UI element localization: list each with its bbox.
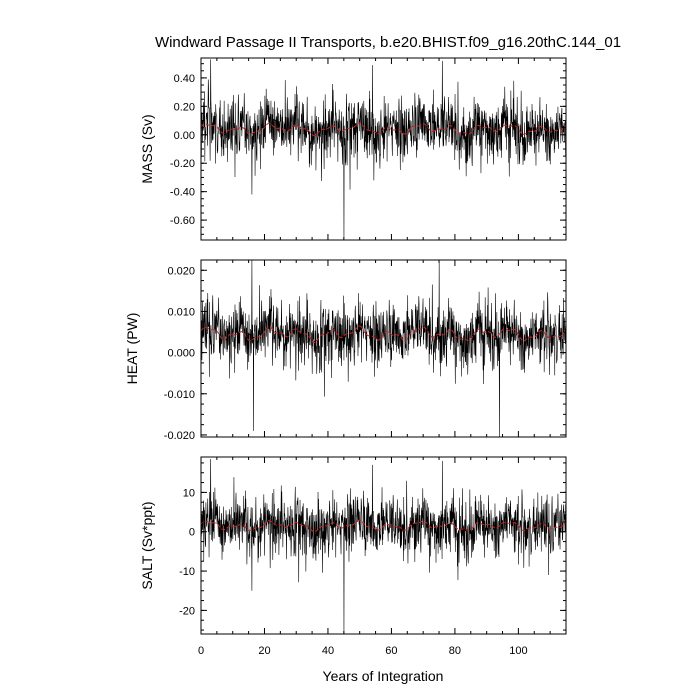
y-tick-label: -0.20 <box>170 158 195 170</box>
x-tick-label: 80 <box>449 645 461 657</box>
panels-group: 0.40 0.20 0.00 -0.20 -0.40 -0.60 MASS (Sv) 0.02… <box>124 57 567 657</box>
panel-2: 0.020 0.010 0.000 -0.010 -0.020 HEAT (PW) <box>124 259 567 442</box>
y-tick-label: 10 <box>183 487 195 499</box>
smoothed-series-line <box>201 325 566 344</box>
panel-3: 10 0 -10 -20 SALT (Sv*ppt) <box>139 456 567 635</box>
chart-title: Windward Passage II Transports, b.e20.BH… <box>155 34 621 51</box>
x-tick-label: 60 <box>385 645 397 657</box>
mass-heat-salt-series-line <box>201 458 566 634</box>
y-tick-label: 0.20 <box>174 101 195 113</box>
y-tick-label: -0.60 <box>170 215 195 227</box>
y-axis-title: SALT (Sv*ppt) <box>139 501 155 589</box>
x-tick-label: 20 <box>258 645 270 657</box>
y-axis-title: HEAT (PW) <box>124 313 140 385</box>
y-axis-title: MASS (Sv) <box>139 114 155 183</box>
smoothed-series-line <box>201 122 566 137</box>
y-tick-label: -10 <box>179 566 195 578</box>
mass-heat-salt-series-line <box>201 59 566 239</box>
y-tick-label: 0 <box>189 527 195 539</box>
panel-frame <box>200 259 567 438</box>
y-tick-label: 0.40 <box>174 73 195 85</box>
x-tick-label: 0 <box>198 645 204 657</box>
smoothed-series-line <box>201 519 566 533</box>
panel-frame <box>200 456 567 635</box>
y-tick-label: 0.020 <box>167 265 195 277</box>
y-tick-label: 0.000 <box>167 348 195 360</box>
y-tick-label: -0.010 <box>164 389 195 401</box>
x-axis-title: Years of Integration <box>323 668 444 684</box>
y-tick-label: -20 <box>179 605 195 617</box>
x-tick-label: 40 <box>322 645 334 657</box>
y-tick-label: -0.40 <box>170 187 195 199</box>
y-tick-label: 0.010 <box>167 306 195 318</box>
x-tick-label: 100 <box>509 645 527 657</box>
y-tick-label: 0.00 <box>174 130 195 142</box>
mass-heat-salt-series-line <box>201 260 566 437</box>
y-tick-label: -0.020 <box>164 430 195 442</box>
panel-1: 0.40 0.20 0.00 -0.20 -0.40 -0.60 MASS (Sv) <box>139 57 567 241</box>
